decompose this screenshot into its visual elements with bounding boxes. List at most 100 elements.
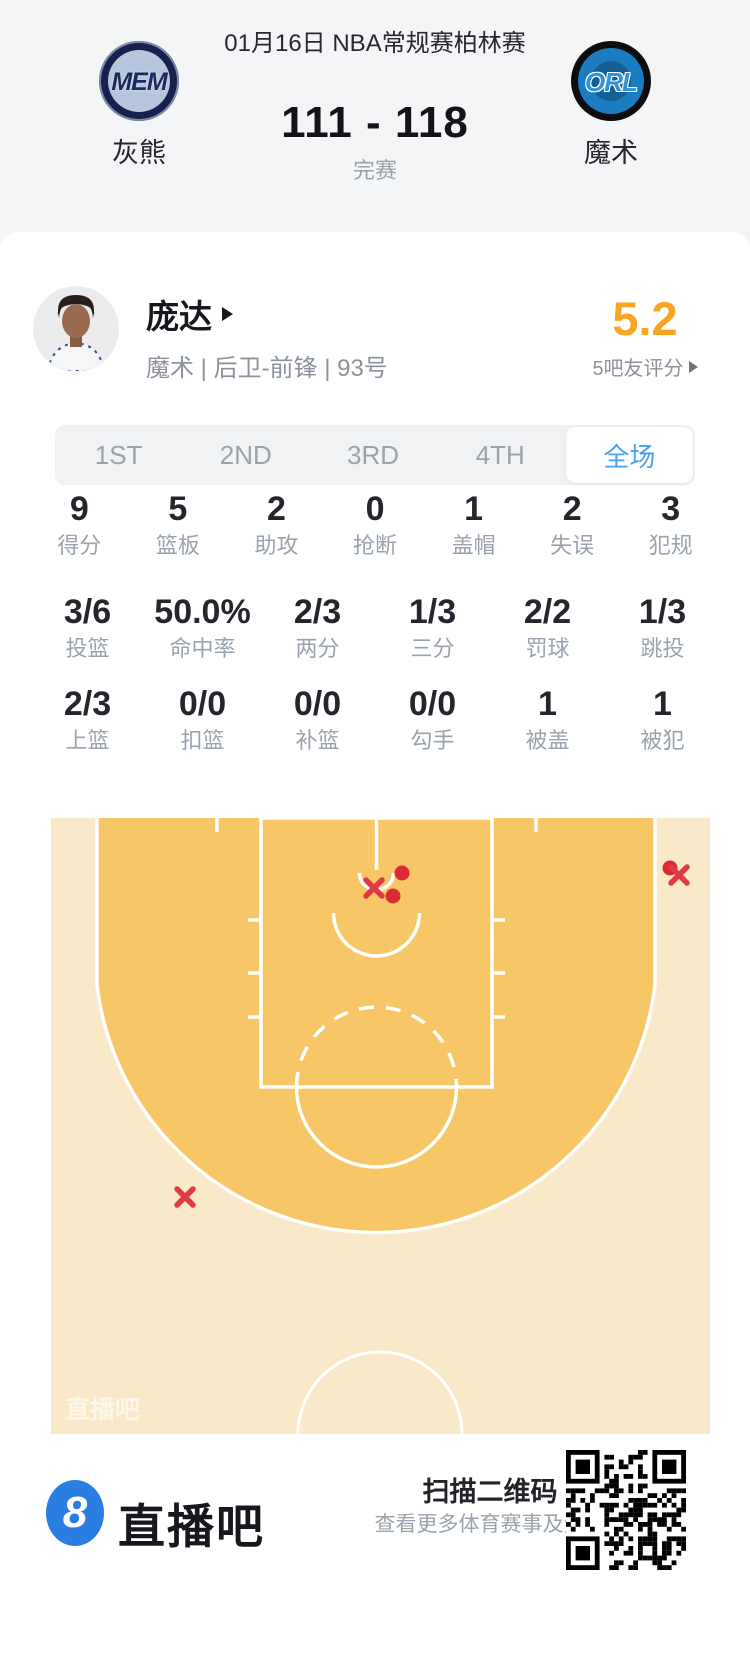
stat-label: 罚球 xyxy=(525,636,570,661)
match-header: MEM 灰熊 01月16日 NBA常规赛柏林赛 111 - 118 完赛 ORL… xyxy=(0,0,750,232)
stat-value: 1/3 xyxy=(638,593,687,631)
stat-label: 补篮 xyxy=(295,728,340,753)
made-shot-marker xyxy=(394,865,410,881)
stat-value: 0/0 xyxy=(178,685,227,723)
stat-label: 两分 xyxy=(295,636,340,661)
stat-cell: 2/3 上篮 xyxy=(30,684,145,756)
stat-cell: 1 被犯 xyxy=(605,684,720,756)
stats-row-main: 9 得分 5 篮板 2 助攻 0 抢断 1 盖帽 2 失误 3 犯规 xyxy=(30,489,720,561)
rating-value: 5.2 xyxy=(612,292,678,345)
home-team-logo[interactable]: MEM xyxy=(99,41,179,121)
player-name-link[interactable]: 庞达 xyxy=(146,292,233,336)
stat-value: 1 xyxy=(464,490,484,528)
home-logo-disc xyxy=(108,50,170,112)
made-shot-marker xyxy=(385,888,401,904)
quarter-tabs: 1ST 2ND 3RD 4TH 全场 xyxy=(55,425,695,485)
stat-value: 0 xyxy=(365,490,385,528)
stat-label: 投篮 xyxy=(65,636,110,661)
stat-value: 2/2 xyxy=(523,593,572,631)
stat-value: 0/0 xyxy=(293,685,342,723)
stat-label: 三分 xyxy=(410,636,455,661)
player-avatar-image xyxy=(34,287,118,371)
footer-brand: 直播吧 xyxy=(118,1500,265,1553)
stat-cell: 3 犯规 xyxy=(621,489,720,561)
stat-label: 扣篮 xyxy=(180,728,225,753)
stat-label: 得分 xyxy=(57,533,102,558)
chevron-right-icon xyxy=(222,307,233,321)
away-team-logo[interactable]: ORL xyxy=(571,41,651,121)
home-team-name[interactable]: 灰熊 xyxy=(112,138,166,168)
stat-cell: 9 得分 xyxy=(30,489,129,561)
stat-cell: 1 盖帽 xyxy=(424,489,523,561)
stat-label: 跳投 xyxy=(640,636,685,661)
missed-shot-marker xyxy=(174,1186,196,1208)
match-status: 完赛 xyxy=(352,158,397,183)
stat-cell: 0/0 勾手 xyxy=(375,684,490,756)
stat-value: 5 xyxy=(168,490,188,528)
stat-cell: 3/6 投篮 xyxy=(30,592,145,664)
stats-row-detail: 2/3 上篮 0/0 扣篮 0/0 补篮 0/0 勾手 1 被盖 1 被犯 xyxy=(30,684,720,756)
stat-value: 3 xyxy=(661,490,681,528)
stat-label: 被犯 xyxy=(640,728,685,753)
stat-value: 1/3 xyxy=(408,593,457,631)
missed-shot-marker xyxy=(668,864,690,886)
stat-value: 50.0% xyxy=(154,593,251,631)
chevron-right-icon xyxy=(688,360,698,373)
rating-label: 5吧友评分 xyxy=(592,358,684,380)
stat-cell: 1/3 三分 xyxy=(375,592,490,664)
stat-cell: 1/3 跳投 xyxy=(605,592,720,664)
tab-2nd[interactable]: 2ND xyxy=(219,439,272,470)
stat-cell: 2/2 罚球 xyxy=(490,592,605,664)
player-name: 庞达 xyxy=(146,298,212,335)
qr-subtitle: 查看更多体育赛事及资讯 xyxy=(374,1513,606,1536)
stat-value: 2/3 xyxy=(63,685,112,723)
match-title: 01月16日 NBA常规赛柏林赛 xyxy=(224,30,526,57)
stat-label: 勾手 xyxy=(410,728,455,753)
stat-cell: 5 篮板 xyxy=(129,489,228,561)
player-meta: 魔术 | 后卫-前锋 | 93号 xyxy=(146,355,388,382)
qr-code xyxy=(566,1450,686,1570)
stat-cell: 0/0 扣篮 xyxy=(145,684,260,756)
stat-cell: 0/0 补篮 xyxy=(260,684,375,756)
stat-label: 上篮 xyxy=(65,728,110,753)
stat-label: 命中率 xyxy=(169,636,236,661)
shot-chart: 直播吧 xyxy=(51,816,710,1435)
home-team-abbr: MEM xyxy=(111,68,167,96)
stat-cell: 50.0% 命中率 xyxy=(145,592,260,664)
rating-link[interactable]: 5吧友评分 xyxy=(555,352,735,381)
stat-cell: 2 助攻 xyxy=(227,489,326,561)
stat-cell: 2 失误 xyxy=(523,489,622,561)
away-team[interactable]: ORL 魔术 xyxy=(531,41,691,170)
court-watermark: 直播吧 xyxy=(65,1396,140,1424)
stat-label: 犯规 xyxy=(648,533,693,558)
stat-label: 失误 xyxy=(550,533,595,558)
stat-value: 0/0 xyxy=(408,685,457,723)
home-team[interactable]: MEM 灰熊 xyxy=(59,41,219,170)
stat-value: 2/3 xyxy=(293,593,342,631)
stat-value: 2 xyxy=(562,490,582,528)
missed-shot-marker xyxy=(363,877,385,899)
stat-label: 助攻 xyxy=(254,533,299,558)
shot-markers xyxy=(174,860,690,1208)
stat-value: 9 xyxy=(69,490,89,528)
player-avatar[interactable] xyxy=(34,287,118,371)
match-score: 111 - 118 xyxy=(281,98,469,147)
qr-code-image xyxy=(566,1450,686,1570)
stat-value: 3/6 xyxy=(63,593,112,631)
stat-label: 被盖 xyxy=(525,728,570,753)
stat-value: 2 xyxy=(266,490,286,528)
away-team-name[interactable]: 魔术 xyxy=(584,138,638,168)
stat-value: 1 xyxy=(538,685,557,723)
away-logo-inner-ring xyxy=(591,61,631,101)
stat-value: 1 xyxy=(653,685,672,723)
tab-1st[interactable]: 1ST xyxy=(94,439,143,470)
tab-全场[interactable]: 全场 xyxy=(565,427,694,483)
stat-cell: 1 被盖 xyxy=(490,684,605,756)
stat-cell: 2/3 两分 xyxy=(260,592,375,664)
stat-label: 篮板 xyxy=(155,533,200,558)
tab-3rd[interactable]: 3RD xyxy=(347,439,400,470)
away-team-abbr: ORL xyxy=(585,67,638,97)
stat-cell: 0 抢断 xyxy=(326,489,425,561)
tab-4th[interactable]: 4TH xyxy=(475,439,525,470)
